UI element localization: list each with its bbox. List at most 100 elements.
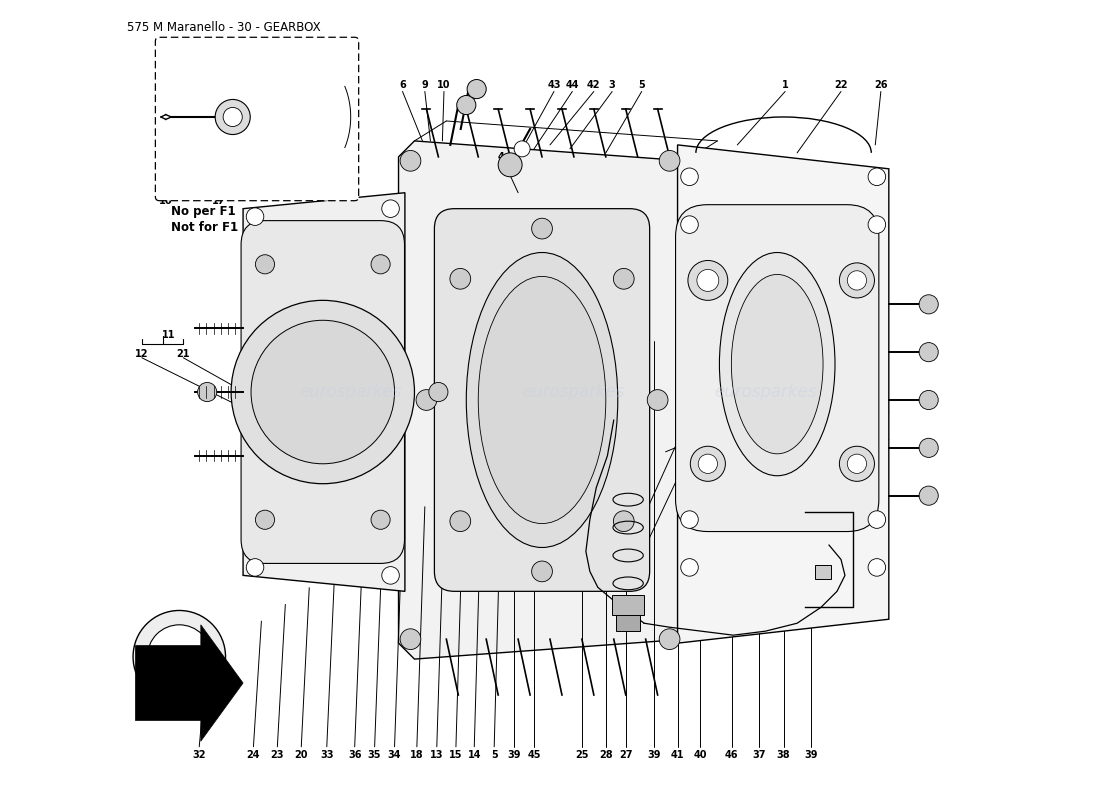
Circle shape <box>498 153 522 177</box>
Text: 29: 29 <box>727 427 740 437</box>
Text: 40: 40 <box>693 750 706 760</box>
Circle shape <box>847 454 867 474</box>
Text: 18: 18 <box>410 750 424 760</box>
Text: 575 M Maranello - 30 - GEARBOX: 575 M Maranello - 30 - GEARBOX <box>128 22 321 34</box>
Circle shape <box>255 254 275 274</box>
Circle shape <box>147 625 211 689</box>
Text: 39: 39 <box>507 750 521 760</box>
Text: 7: 7 <box>837 427 845 437</box>
Circle shape <box>868 216 886 234</box>
Polygon shape <box>243 193 405 591</box>
Text: 42: 42 <box>587 80 601 90</box>
Circle shape <box>531 561 552 582</box>
Circle shape <box>681 216 698 234</box>
Circle shape <box>216 99 250 134</box>
Circle shape <box>868 558 886 576</box>
Circle shape <box>659 629 680 650</box>
Text: 35: 35 <box>367 750 382 760</box>
Text: 23: 23 <box>307 299 320 310</box>
Text: eurosparkes: eurosparkes <box>299 383 402 401</box>
Circle shape <box>847 270 867 290</box>
Text: 46: 46 <box>725 750 738 760</box>
Text: 44: 44 <box>565 80 579 90</box>
Bar <box>613 595 645 615</box>
Text: 5: 5 <box>638 80 645 90</box>
Circle shape <box>681 168 698 186</box>
Circle shape <box>698 454 717 474</box>
Polygon shape <box>398 141 685 659</box>
Text: 5: 5 <box>491 750 497 760</box>
Text: 3: 3 <box>608 80 616 90</box>
Polygon shape <box>135 625 243 742</box>
Circle shape <box>659 150 680 171</box>
Circle shape <box>429 382 448 402</box>
Text: 43: 43 <box>212 60 226 70</box>
Text: 20: 20 <box>295 750 308 760</box>
Text: 20: 20 <box>348 299 362 310</box>
FancyBboxPatch shape <box>434 209 650 591</box>
Text: 10: 10 <box>437 80 451 90</box>
Circle shape <box>246 558 264 576</box>
Text: 45: 45 <box>527 750 541 760</box>
FancyBboxPatch shape <box>675 205 879 531</box>
Circle shape <box>231 300 415 484</box>
Text: 37: 37 <box>752 750 766 760</box>
Text: 1: 1 <box>782 80 789 90</box>
Text: 32: 32 <box>192 750 206 760</box>
Text: eurosparkes: eurosparkes <box>522 383 625 401</box>
Circle shape <box>681 511 698 528</box>
Bar <box>815 565 830 579</box>
Bar <box>616 615 640 631</box>
Circle shape <box>371 510 390 530</box>
Text: 33: 33 <box>320 750 333 760</box>
Circle shape <box>133 610 226 703</box>
Text: 34: 34 <box>388 750 401 760</box>
Circle shape <box>456 95 476 114</box>
Text: 28: 28 <box>600 750 613 760</box>
Text: 25: 25 <box>575 750 589 760</box>
Text: 14: 14 <box>468 750 481 760</box>
Circle shape <box>400 150 421 171</box>
Text: 41: 41 <box>671 750 684 760</box>
Polygon shape <box>678 145 889 643</box>
Text: 11: 11 <box>162 330 176 340</box>
Text: 2: 2 <box>777 427 783 437</box>
Circle shape <box>198 382 217 402</box>
Circle shape <box>416 390 437 410</box>
Text: 16: 16 <box>160 196 173 206</box>
Text: 36: 36 <box>348 750 362 760</box>
Text: 38: 38 <box>777 750 791 760</box>
Text: 30: 30 <box>679 427 692 437</box>
Circle shape <box>920 294 938 314</box>
Text: 4: 4 <box>497 152 504 162</box>
Circle shape <box>691 446 725 482</box>
Circle shape <box>251 320 395 464</box>
Circle shape <box>468 79 486 98</box>
Text: 31: 31 <box>696 427 710 437</box>
Text: 43: 43 <box>547 80 561 90</box>
Circle shape <box>531 218 552 239</box>
Text: 19: 19 <box>328 299 341 310</box>
Text: 12: 12 <box>135 349 149 358</box>
Circle shape <box>614 269 634 289</box>
Text: 44: 44 <box>239 60 252 70</box>
Circle shape <box>255 510 275 530</box>
Text: eurosparkes: eurosparkes <box>714 383 816 401</box>
Circle shape <box>681 558 698 576</box>
Ellipse shape <box>732 274 823 454</box>
Circle shape <box>450 511 471 531</box>
Text: 39: 39 <box>805 750 818 760</box>
Circle shape <box>920 390 938 410</box>
Circle shape <box>614 511 634 531</box>
Text: 24: 24 <box>286 299 300 310</box>
Text: 23: 23 <box>271 750 284 760</box>
Text: 24: 24 <box>246 750 261 760</box>
Text: 39: 39 <box>647 750 660 760</box>
Circle shape <box>839 263 875 298</box>
Circle shape <box>382 566 399 584</box>
FancyBboxPatch shape <box>241 221 405 563</box>
Circle shape <box>868 511 886 528</box>
Circle shape <box>868 168 886 186</box>
Circle shape <box>839 446 875 482</box>
Text: 21: 21 <box>176 349 190 358</box>
